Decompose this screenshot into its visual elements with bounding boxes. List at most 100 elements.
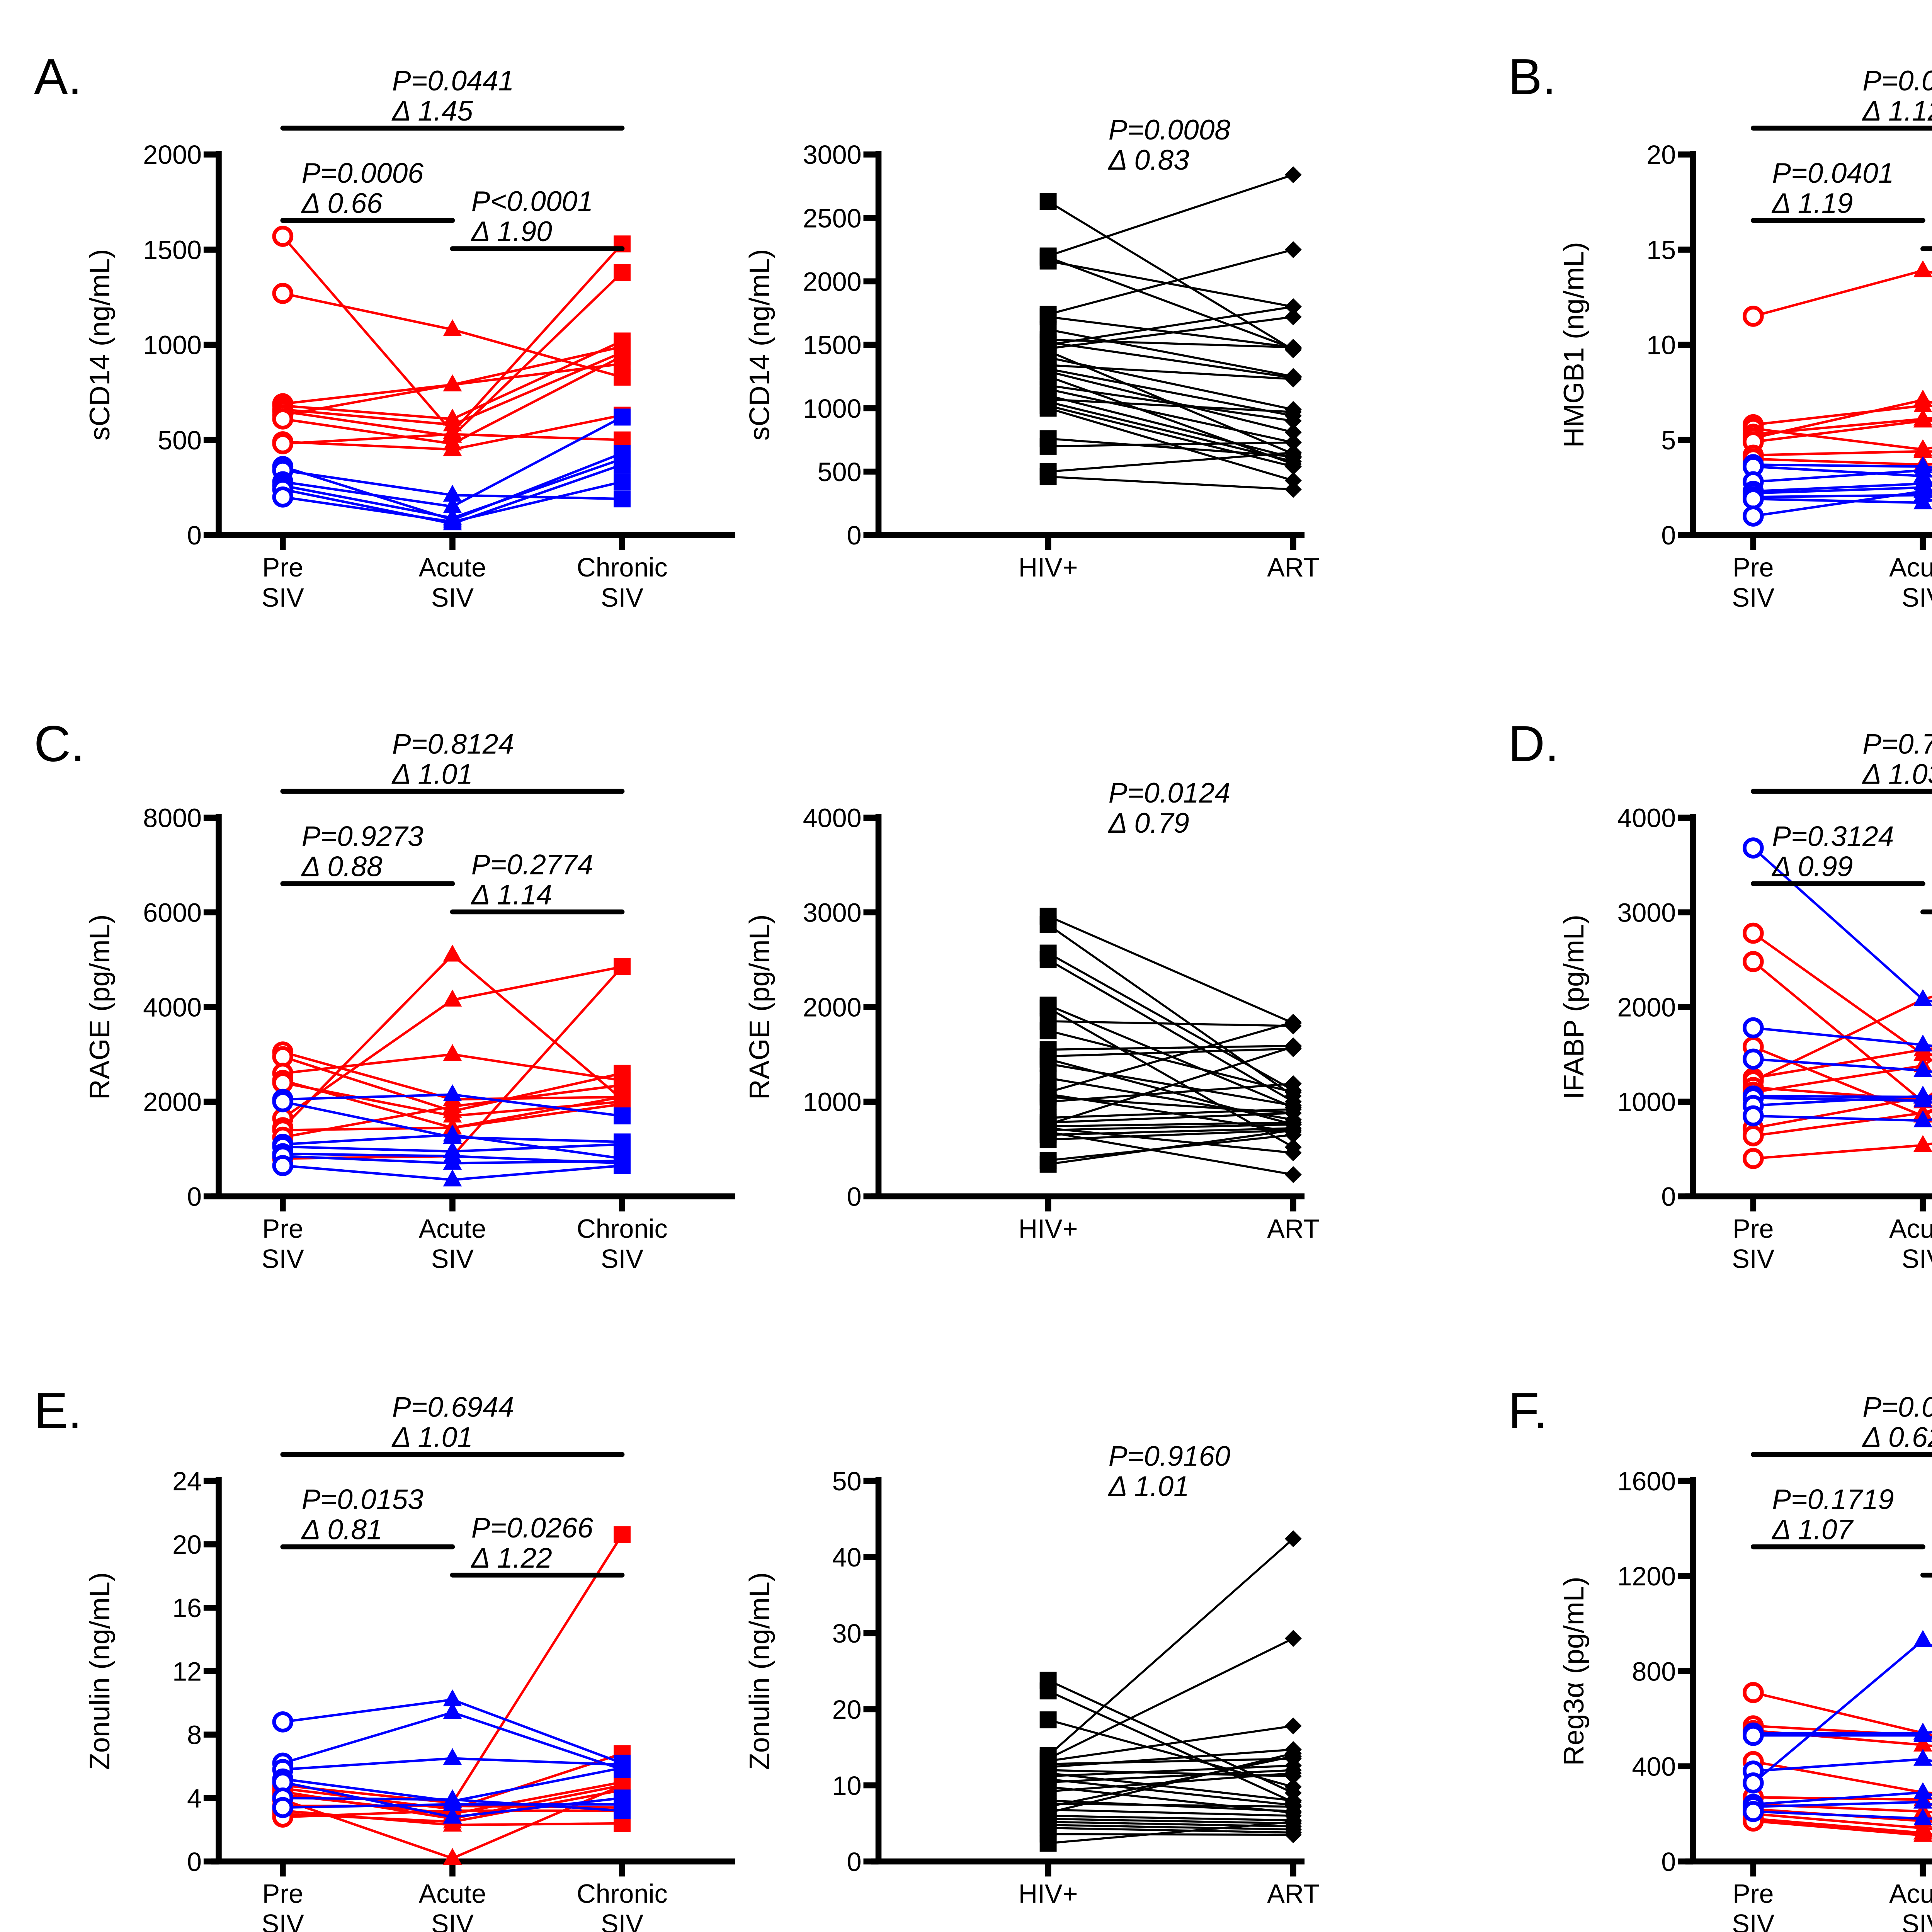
delta-label: Δ 1.01 (391, 1422, 473, 1453)
marker-triangle (1913, 1034, 1932, 1052)
marker-square (614, 1759, 631, 1777)
delta-label: Δ 0.88 (301, 850, 383, 882)
marker-triangle (1913, 260, 1932, 277)
marker-triangle (443, 1806, 462, 1824)
p-value-label: P=0.9273 (302, 820, 424, 852)
y-tick-label: 3000 (803, 898, 862, 928)
x-tick-label: SIV (1901, 1245, 1932, 1274)
series-line (1048, 1755, 1294, 1808)
marker-open-circle (1742, 1017, 1764, 1039)
x-tick-label: SIV (1732, 1910, 1775, 1932)
series-line (1048, 1046, 1294, 1126)
marker-triangle (1913, 1085, 1932, 1103)
y-tick-label: 6000 (143, 898, 202, 928)
marker-triangle (443, 1794, 462, 1811)
panel-letter: C. (34, 715, 85, 772)
x-tick-label: Chronic (577, 1214, 667, 1244)
marker-triangle (443, 1748, 462, 1765)
panel-letter: F. (1508, 1382, 1548, 1439)
marker-square (1039, 1711, 1057, 1728)
series-line (1753, 465, 1932, 478)
marker-square (1039, 438, 1057, 455)
delta-label: Δ 1.45 (391, 95, 473, 127)
marker-triangle (1913, 1110, 1932, 1128)
y-tick-label: 3000 (803, 140, 862, 170)
marker-triangle (1913, 389, 1932, 407)
x-tick-label: Pre (262, 1214, 303, 1244)
y-tick-label: 1200 (1617, 1562, 1676, 1591)
marker-square (614, 1157, 631, 1174)
p-value-label: P<0.0001 (471, 185, 593, 217)
y-axis-title: RAGE (pg/mL) (84, 914, 116, 1100)
series-line (1048, 1127, 1293, 1136)
y-tick-label: 24 (172, 1467, 202, 1496)
x-tick-label: Acute (419, 1214, 486, 1244)
marker-open-circle (1742, 488, 1764, 510)
marker-triangle (443, 496, 462, 513)
marker-diamond (1284, 1083, 1302, 1101)
marker-square (614, 1107, 631, 1124)
series-line (1048, 952, 1294, 1092)
marker-square (1039, 1070, 1057, 1087)
x-tick-label: SIV (262, 583, 304, 612)
y-tick-label: 8000 (143, 804, 202, 833)
series-line (1048, 316, 1294, 350)
marker-square (1039, 193, 1057, 210)
series-line (1048, 1127, 1294, 1154)
series-line (1048, 256, 1294, 350)
marker-open-circle (272, 1797, 294, 1818)
x-tick-label: Acute (419, 1879, 486, 1909)
x-tick-label: SIV (1901, 583, 1932, 612)
series-line (1048, 1725, 1294, 1762)
x-tick-label: Chronic (577, 553, 667, 582)
y-tick-label: 2000 (143, 1088, 202, 1117)
y-tick-label: 1600 (1617, 1467, 1676, 1496)
y-tick-label: 10 (832, 1771, 862, 1801)
series-line (1048, 1769, 1294, 1784)
marker-triangle (443, 1169, 462, 1187)
y-tick-label: 2000 (803, 267, 862, 297)
p-value-label: P=0.0014 (1862, 1391, 1932, 1423)
marker-square (1039, 1055, 1057, 1073)
marker-diamond (1284, 338, 1302, 356)
marker-open-circle (1742, 1801, 1764, 1822)
y-tick-label: 50 (832, 1467, 862, 1496)
series-line (1048, 370, 1294, 434)
y-tick-label: 0 (187, 1182, 202, 1212)
series-line (1048, 1129, 1293, 1141)
p-value-label: P=0.8124 (392, 728, 514, 760)
marker-diamond (1284, 1038, 1302, 1056)
x-tick-label: Acute (419, 553, 486, 582)
marker-triangle (443, 1105, 462, 1123)
y-tick-label: 20 (172, 1530, 202, 1560)
y-axis-title: HMGB1 (ng/mL) (1558, 242, 1590, 447)
series-line (1048, 388, 1294, 444)
y-tick-label: 2500 (803, 204, 862, 233)
p-value-label: P=0.0153 (302, 1484, 424, 1515)
series-line (1048, 915, 1294, 1024)
x-tick-label: Pre (262, 553, 303, 582)
marker-triangle (443, 1084, 462, 1101)
marker-open-circle (272, 226, 294, 247)
series-line (1048, 1048, 1293, 1058)
series-line (1048, 328, 1294, 378)
series-line (1048, 1129, 1294, 1165)
series-line (1048, 476, 1294, 491)
y-tick-label: 8 (187, 1721, 202, 1750)
panel-letter: E. (34, 1382, 82, 1439)
x-tick-label: SIV (1732, 1245, 1775, 1274)
marker-triangle (1913, 481, 1932, 498)
y-tick-label: 20 (1646, 140, 1676, 170)
series-line (1048, 1131, 1294, 1176)
marker-square (614, 264, 631, 281)
x-tick-label: SIV (431, 1245, 474, 1274)
p-value-label: P=0.0124 (1109, 777, 1230, 809)
marker-triangle (1913, 1060, 1932, 1077)
delta-label: Δ 1.12 (1862, 95, 1932, 127)
x-tick-label: SIV (1732, 583, 1775, 612)
y-tick-label: 0 (187, 1847, 202, 1877)
x-tick-label: HIV+ (1019, 553, 1078, 582)
panel-letter: D. (1508, 715, 1559, 772)
